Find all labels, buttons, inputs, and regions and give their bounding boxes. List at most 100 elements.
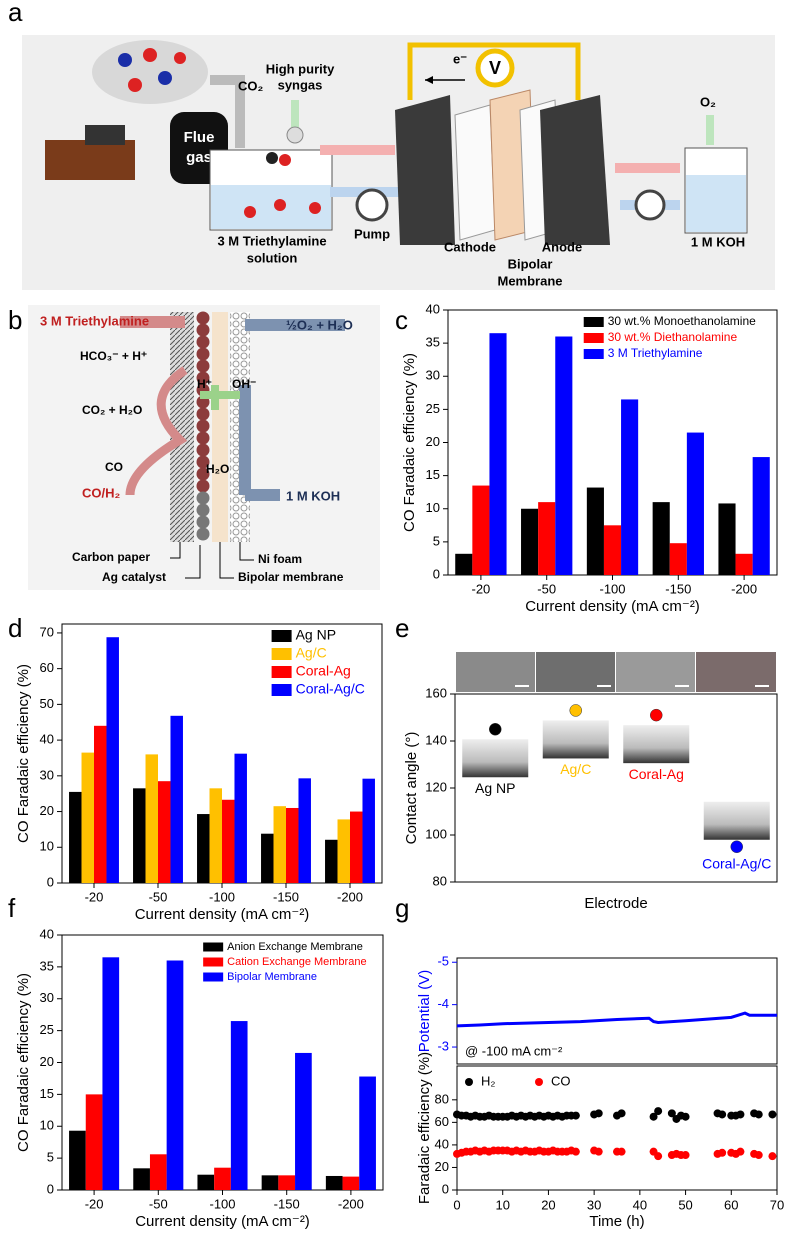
legend-label: CO <box>551 1073 571 1088</box>
catalyst-particle <box>196 311 210 325</box>
label: CO₂ + H₂O <box>82 403 142 417</box>
label: Carbon paper <box>72 550 150 564</box>
legend-swatch <box>203 972 224 982</box>
label: HCO₃⁻ + H⁺ <box>80 349 147 363</box>
point-label: Coral-Ag <box>629 766 684 782</box>
label: High purity <box>266 61 335 76</box>
label: Anode <box>542 239 582 254</box>
y-tick-label: 40 <box>426 301 440 316</box>
x-tick-label: 20 <box>541 1197 555 1212</box>
bar <box>298 778 311 883</box>
y-tick-label: 80 <box>433 873 447 888</box>
x-tick-label: -20 <box>85 1196 104 1211</box>
bar <box>145 754 158 883</box>
y-tick-label: 20 <box>40 1054 54 1069</box>
y-tick-label: 40 <box>435 1136 449 1151</box>
point <box>736 1110 745 1119</box>
catalyst-particle <box>196 359 210 373</box>
diagram-b: 3 M Triethylamine ½O₂ + H₂O HCO₃⁻ + H⁺ H… <box>28 305 380 590</box>
x-tick-label: -20 <box>472 581 491 596</box>
legend-label: 30 wt.% Monoethanolamine <box>608 314 756 328</box>
bar <box>69 1130 86 1190</box>
bar <box>521 508 539 575</box>
pump <box>355 188 389 222</box>
x-tick-label: -150 <box>665 581 691 596</box>
x-tick-label: -50 <box>149 1196 168 1211</box>
gas-arrow <box>210 75 245 148</box>
y-tick-label: -5 <box>437 954 449 969</box>
bar <box>273 806 286 883</box>
x-tick-label: -100 <box>209 889 235 904</box>
point <box>650 708 663 722</box>
point <box>571 1111 580 1120</box>
bar <box>214 1167 231 1190</box>
legend-label: Cation Exchange Membrane <box>227 956 366 968</box>
y-tick-label: -4 <box>437 996 449 1011</box>
bar <box>278 1175 296 1190</box>
point <box>489 723 502 736</box>
bar <box>166 960 184 1190</box>
bar <box>234 753 247 883</box>
droplet-photo <box>462 739 529 778</box>
legend-marker <box>465 1078 473 1086</box>
catalyst-particle <box>196 335 210 349</box>
label: 1 M KOH <box>691 234 745 249</box>
x-tick-label: 0 <box>453 1197 460 1212</box>
y-axis-label: Potential (V) <box>416 970 433 1053</box>
line <box>456 1011 777 1028</box>
legend-label: Bipolar Membrane <box>227 971 317 983</box>
label: H⁺ <box>197 377 212 391</box>
label: Pump <box>354 226 390 241</box>
label: OH⁻ <box>232 377 256 391</box>
point <box>571 1147 580 1156</box>
panel-label: e <box>395 613 409 643</box>
y-tick-label: 15 <box>426 467 440 482</box>
x-axis-label: Time (h) <box>589 1213 644 1230</box>
point <box>681 1112 690 1121</box>
y-tick-label: 30 <box>426 368 440 383</box>
point <box>736 1147 745 1156</box>
factory <box>45 140 135 180</box>
label: Ag catalyst <box>102 570 166 584</box>
bar <box>652 502 670 575</box>
bar <box>686 432 704 575</box>
legend-swatch <box>583 317 604 327</box>
legend-swatch <box>203 942 224 952</box>
x-tick-label: 70 <box>770 1197 784 1212</box>
y-axis-label: Faradaic efficiency (%) <box>416 1052 433 1204</box>
x-axis-label: Current density (mA cm⁻²) <box>525 598 700 615</box>
bar <box>209 788 222 883</box>
point <box>594 1109 603 1118</box>
y-tick-label: 160 <box>425 685 447 700</box>
label: Cathode <box>444 239 496 254</box>
y-tick-label: 140 <box>425 732 447 747</box>
x-tick-label: -100 <box>599 581 625 596</box>
bar <box>362 778 375 883</box>
y-tick-label: 25 <box>40 1022 54 1037</box>
point <box>617 1109 626 1118</box>
annotation: @ -100 mA cm⁻² <box>465 1043 563 1058</box>
point <box>569 704 582 717</box>
catalyst-particle <box>196 515 210 529</box>
bar <box>69 791 82 883</box>
label: Bipolar <box>508 256 553 271</box>
legend-label: Anion Exchange Membrane <box>227 941 363 953</box>
y-tick-label: 70 <box>40 624 54 639</box>
legend-swatch <box>271 630 292 642</box>
bar <box>197 814 210 883</box>
y-tick-label: 30 <box>40 990 54 1005</box>
catalyst-particle <box>196 503 210 517</box>
label: syngas <box>278 77 323 92</box>
bar <box>170 715 183 883</box>
bar <box>149 1154 167 1190</box>
legend-label: Ag/C <box>296 645 327 661</box>
bar <box>197 1174 215 1190</box>
legend-swatch <box>271 648 292 660</box>
y-tick-label: 0 <box>47 874 54 889</box>
bar <box>538 502 556 575</box>
bar <box>455 553 473 575</box>
y-axis-label: CO Faradaic efficiency (%) <box>401 353 418 532</box>
droplet-photo <box>703 801 770 840</box>
bar <box>222 799 235 883</box>
bar <box>133 788 146 883</box>
